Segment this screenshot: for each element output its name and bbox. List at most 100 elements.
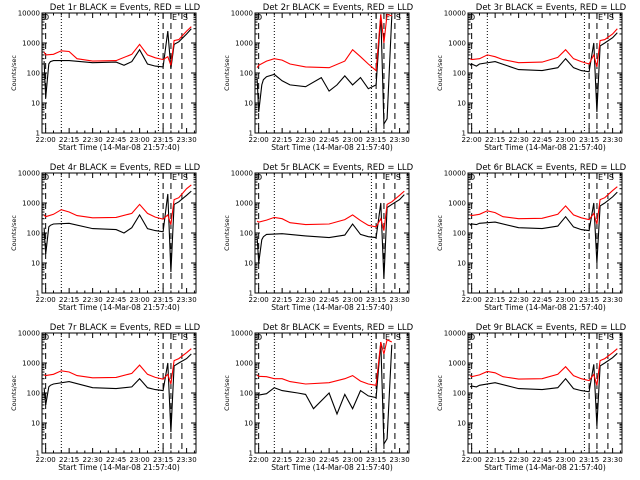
x-tick-label: 22:30 xyxy=(509,296,529,304)
x-tick-label: 23:00 xyxy=(556,456,576,464)
series-events-line xyxy=(43,353,192,433)
y-tick-label: 10 xyxy=(31,260,40,268)
y-tick-label: 100 xyxy=(453,390,466,398)
series-events-line xyxy=(469,191,618,264)
y-axis-label: Counts/sec xyxy=(223,215,231,251)
marker-label-left: D xyxy=(469,333,475,342)
x-tick-label: 23:30 xyxy=(603,456,623,464)
series-lld-line xyxy=(256,338,393,386)
x-tick-label: 23:00 xyxy=(343,136,363,144)
x-tick-label: 23:30 xyxy=(177,296,197,304)
marker-label-right: S xyxy=(183,333,188,342)
x-axis-label: Start Time (14-Mar-08 21:57:40) xyxy=(58,303,180,312)
y-tick-label: 10 xyxy=(244,420,253,428)
y-tick-label: 1 xyxy=(462,450,466,458)
panel-det-1: Det 1r BLACK = Events, RED = LLD 1 10 100 10… xyxy=(10,3,201,152)
chart-title: Det 1r BLACK = Events, RED = LLD xyxy=(50,3,201,13)
y-tick-label: 100 xyxy=(27,230,40,238)
marker-label-right: S xyxy=(183,173,188,182)
chart-title: Det 9r BLACK = Events, RED = LLD xyxy=(476,323,627,333)
marker-label-left: D xyxy=(256,173,262,182)
x-tick-label: 23:30 xyxy=(390,296,410,304)
y-tick-label: 10000 xyxy=(18,330,40,338)
x-tick-label: 22:15 xyxy=(59,296,79,304)
series-lld-line xyxy=(256,190,405,231)
x-tick-label: 22:30 xyxy=(296,136,316,144)
plot-frame xyxy=(254,12,410,134)
y-tick-label: 10 xyxy=(244,100,253,108)
x-tick-label: 23:00 xyxy=(343,456,363,464)
x-tick-label: 22:00 xyxy=(462,456,482,464)
x-tick-label: 22:15 xyxy=(272,136,292,144)
marker-label-right: E xyxy=(598,333,603,342)
x-tick-label: 22:45 xyxy=(319,456,339,464)
series-lld-line xyxy=(256,13,392,72)
y-tick-label: 1000 xyxy=(448,200,466,208)
y-tick-label: 1 xyxy=(462,290,466,298)
panel-det-7: Det 7r BLACK = Events, RED = LLD 1 10 100 10… xyxy=(10,323,201,472)
x-tick-label: 22:45 xyxy=(106,136,126,144)
y-axis-label: Counts/sec xyxy=(10,375,18,411)
x-tick-label: 23:15 xyxy=(366,136,386,144)
chart-title: Det 7r BLACK = Events, RED = LLD xyxy=(50,323,201,333)
x-tick-label: 23:15 xyxy=(579,456,599,464)
marker-label-right: E xyxy=(172,333,177,342)
x-axis-label: Start Time (14-Mar-08 21:57:40) xyxy=(484,143,606,152)
marker-label-right: S xyxy=(183,13,188,22)
y-tick-label: 1000 xyxy=(22,200,40,208)
x-tick-label: 23:00 xyxy=(556,136,576,144)
marker-label-left: D xyxy=(43,13,49,22)
x-tick-label: 22:45 xyxy=(319,136,339,144)
y-tick-label: 10 xyxy=(31,420,40,428)
x-tick-label: 23:15 xyxy=(153,296,173,304)
x-tick-label: 22:00 xyxy=(249,136,269,144)
y-tick-label: 1 xyxy=(249,450,253,458)
x-tick-label: 23:00 xyxy=(556,296,576,304)
y-tick-label: 10 xyxy=(31,100,40,108)
x-axis-label: Start Time (14-Mar-08 21:57:40) xyxy=(271,463,393,472)
x-tick-label: 22:15 xyxy=(485,456,505,464)
x-tick-label: 22:45 xyxy=(106,456,126,464)
y-tick-label: 1000 xyxy=(22,40,40,48)
marker-label-right: S xyxy=(396,333,401,342)
x-tick-label: 23:30 xyxy=(390,456,410,464)
series-lld-line xyxy=(469,28,618,68)
y-tick-label: 1000 xyxy=(448,40,466,48)
x-tick-label: 23:00 xyxy=(130,136,150,144)
x-tick-label: 23:30 xyxy=(177,136,197,144)
x-tick-label: 23:15 xyxy=(153,456,173,464)
marker-label-left: D xyxy=(256,13,262,22)
marker-label-right: E xyxy=(172,173,177,182)
x-axis-label: Start Time (14-Mar-08 21:57:40) xyxy=(271,143,393,152)
x-tick-label: 23:15 xyxy=(366,456,386,464)
chart-title: Det 4r BLACK = Events, RED = LLD xyxy=(50,163,201,173)
x-tick-label: 22:15 xyxy=(272,296,292,304)
panel-det-8: Det 8r BLACK = Events, RED = LLD 1 10 100 10… xyxy=(223,323,414,472)
chart-title: Det 3r BLACK = Events, RED = LLD xyxy=(476,3,627,13)
x-tick-label: 22:30 xyxy=(296,296,316,304)
y-tick-label: 1000 xyxy=(235,40,253,48)
x-tick-label: 22:45 xyxy=(106,296,126,304)
x-tick-label: 22:00 xyxy=(462,296,482,304)
x-tick-label: 22:30 xyxy=(83,456,103,464)
marker-label-right: S xyxy=(609,333,614,342)
x-tick-label: 23:30 xyxy=(603,136,623,144)
x-axis-label: Start Time (14-Mar-08 21:57:40) xyxy=(271,303,393,312)
x-tick-label: 22:30 xyxy=(509,136,529,144)
y-tick-label: 10000 xyxy=(231,330,253,338)
series-events-line xyxy=(43,190,192,273)
x-tick-label: 23:30 xyxy=(603,296,623,304)
x-tick-label: 22:45 xyxy=(319,296,339,304)
plot-frame xyxy=(254,332,410,454)
marker-label-right: E xyxy=(385,333,390,342)
marker-label-right: E xyxy=(598,13,603,22)
x-tick-label: 23:15 xyxy=(579,136,599,144)
y-tick-label: 100 xyxy=(240,70,253,78)
y-tick-label: 10000 xyxy=(444,10,466,18)
x-tick-label: 23:30 xyxy=(177,456,197,464)
marker-label-right: E xyxy=(172,13,177,22)
marker-label-left: D xyxy=(469,13,475,22)
panel-det-2: Det 2r BLACK = Events, RED = LLD 1 10 100 10… xyxy=(223,3,414,152)
y-tick-label: 1 xyxy=(36,130,40,138)
y-tick-label: 100 xyxy=(240,390,253,398)
